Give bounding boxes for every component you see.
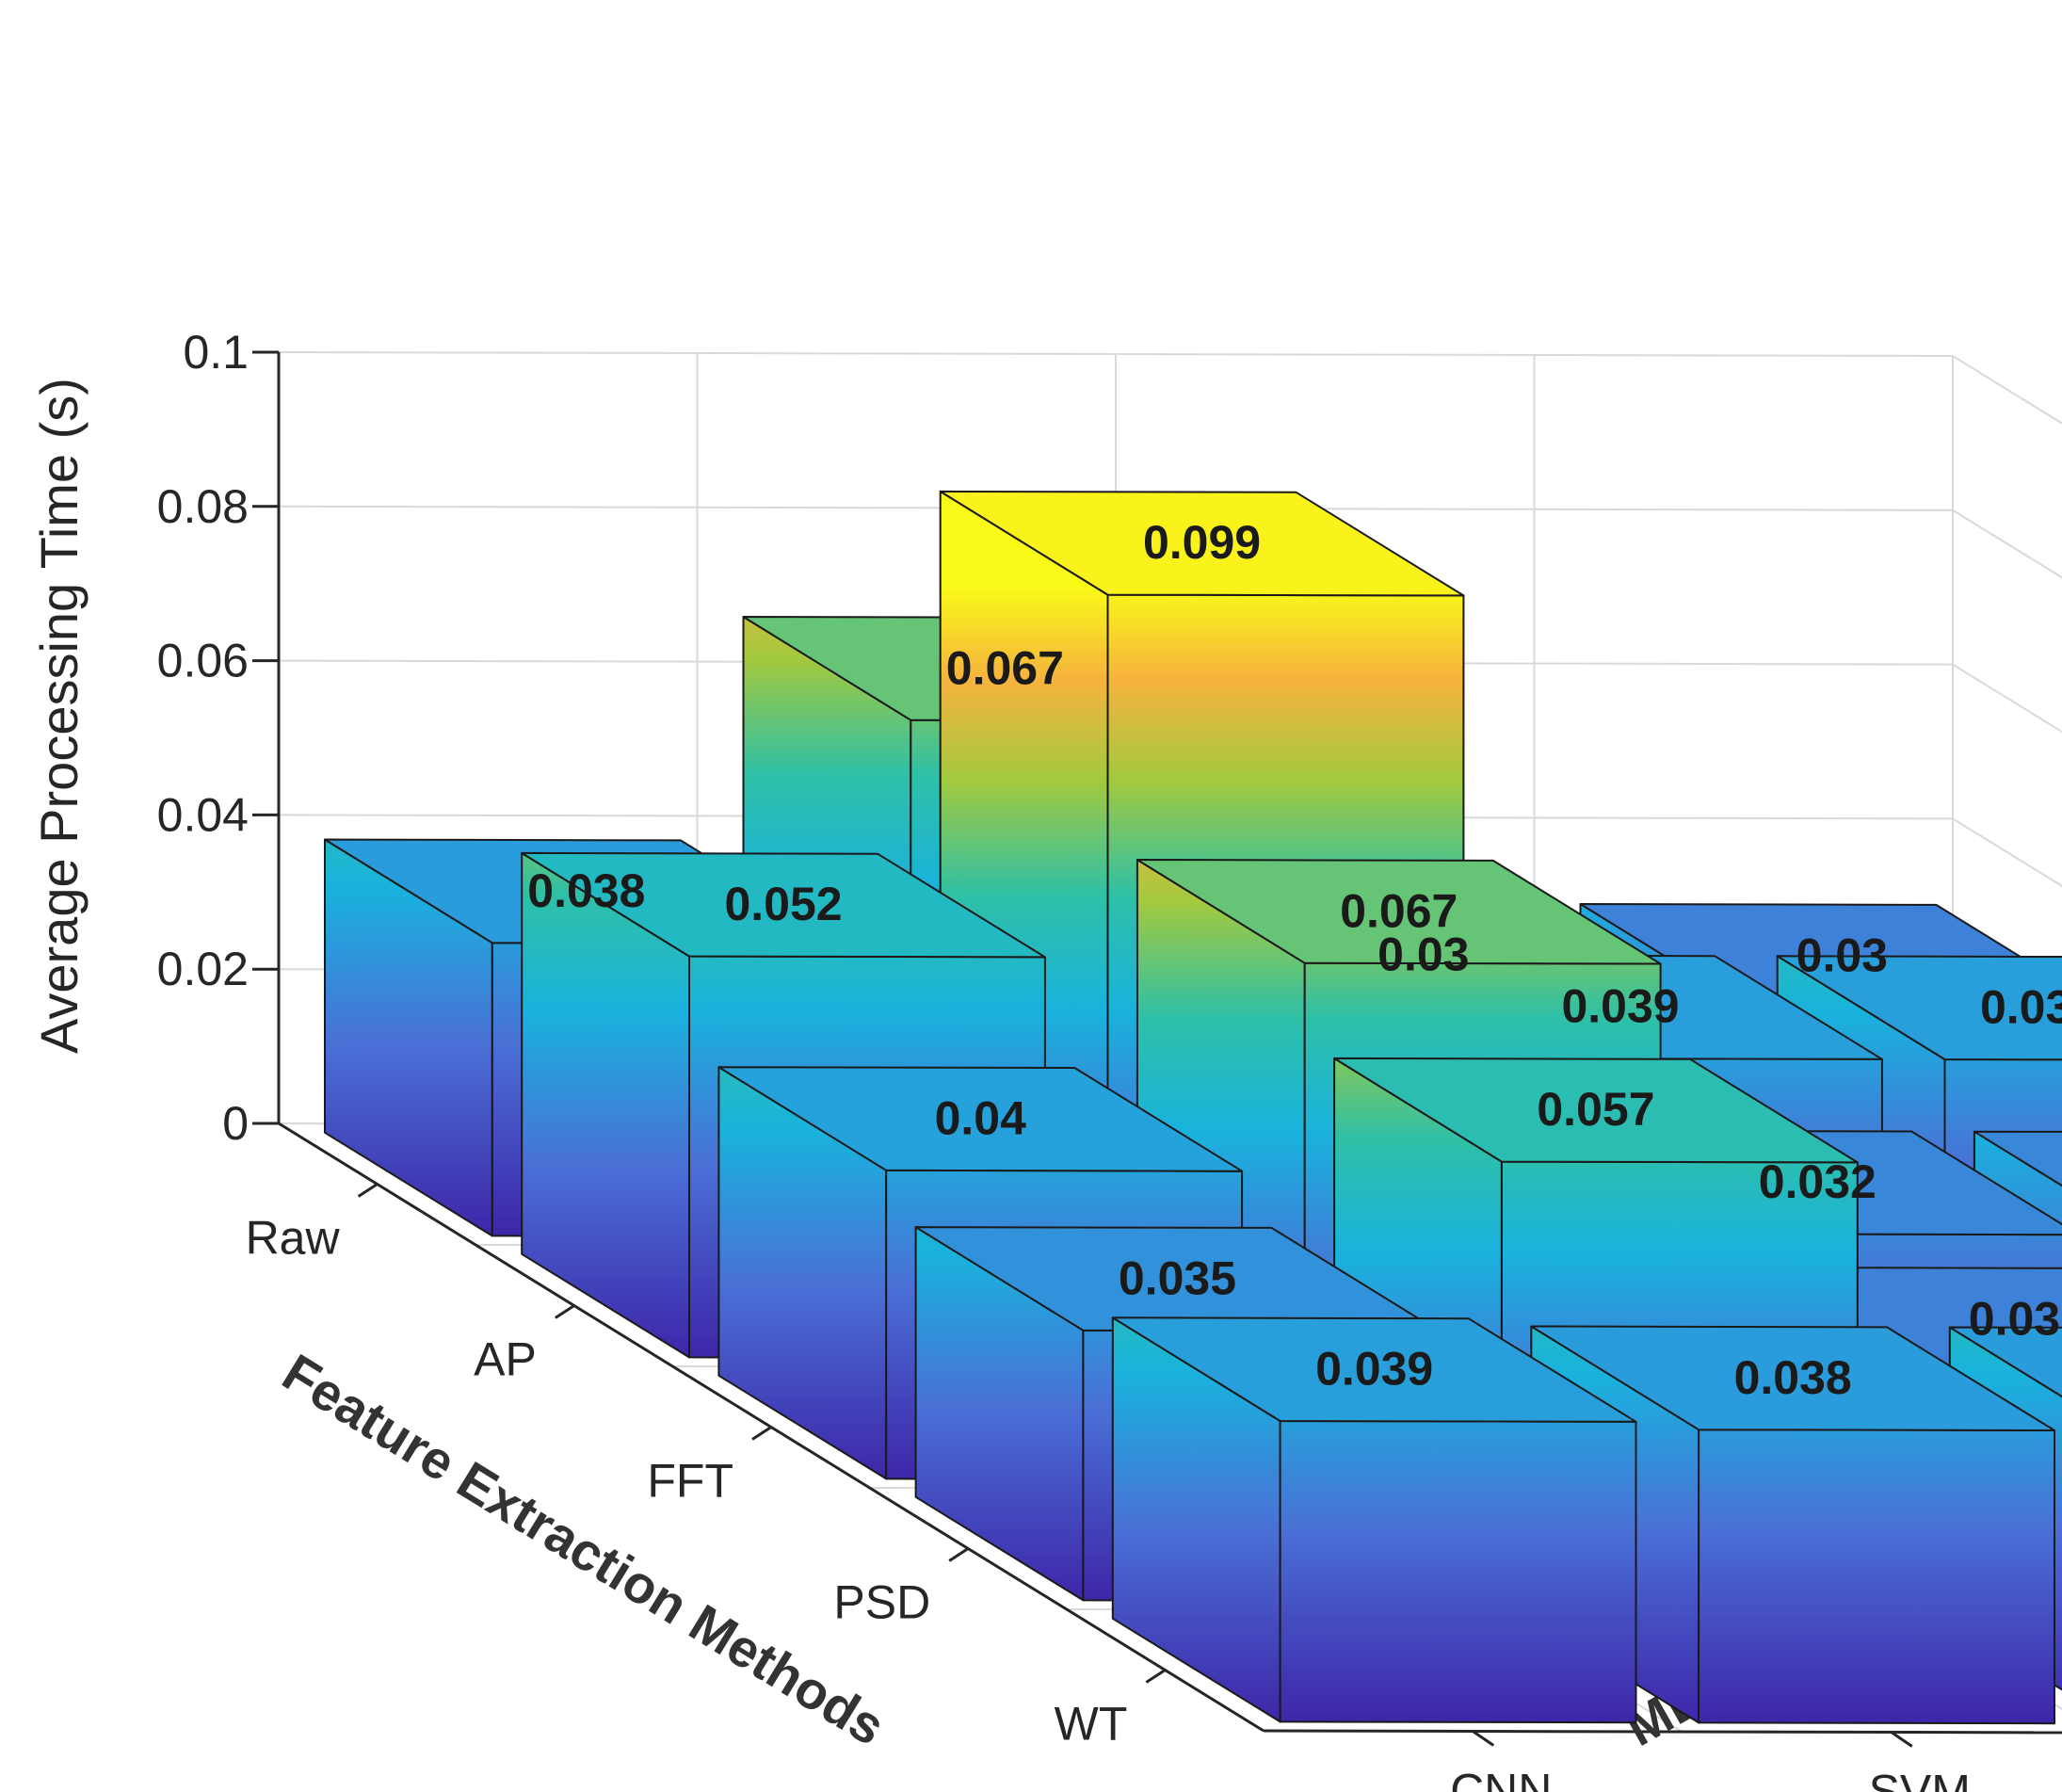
bar-top xyxy=(717,1066,1244,1172)
x-tick-label: PSD xyxy=(833,1576,930,1629)
z-tick-label: 0.02 xyxy=(157,943,249,995)
data-label: 0.039 xyxy=(1980,981,2062,1034)
bar-top xyxy=(1530,1325,2055,1431)
grid-line xyxy=(278,351,2062,425)
data-label: 0.04 xyxy=(935,1091,1027,1144)
x-tick xyxy=(1145,1669,1167,1684)
bar-side-right xyxy=(1698,1429,2055,1725)
z-tick-label: 0 xyxy=(222,1097,249,1150)
bar-top xyxy=(1973,1130,2062,1187)
data-label: 0.039 xyxy=(1561,980,1679,1033)
grid-line xyxy=(278,505,2062,579)
data-label: 0.032 xyxy=(1759,1155,1877,1208)
data-label: 0.03 xyxy=(1377,928,1469,980)
x-tick-label: Raw xyxy=(246,1212,341,1265)
bar-top xyxy=(1136,859,1662,965)
bar-top xyxy=(1948,1326,2062,1398)
x-tick-label: WT xyxy=(1055,1698,1128,1751)
bar-top xyxy=(1111,1316,1637,1423)
bars-layer xyxy=(324,490,2062,1725)
x-tick xyxy=(554,1304,575,1319)
data-label: 0.035 xyxy=(1119,1251,1236,1304)
data-label: 0.038 xyxy=(527,864,645,917)
y-tick xyxy=(1890,1731,1913,1748)
y-tick-label: CNN xyxy=(1450,1765,1552,1792)
data-label: 0.067 xyxy=(946,641,1064,694)
bar-top xyxy=(939,490,1465,597)
x-tick-label: AP xyxy=(474,1333,537,1386)
y-axis-line xyxy=(1263,1729,2062,1735)
data-label: 0.099 xyxy=(1143,516,1261,569)
z-tick-label: 0.04 xyxy=(157,788,249,841)
bar-side-right xyxy=(1279,1420,1637,1724)
bar-top xyxy=(1333,1057,1859,1164)
x-tick xyxy=(751,1426,772,1441)
z-tick-label: 0.06 xyxy=(157,635,249,687)
x-tick xyxy=(948,1547,970,1562)
z-axis-title: Average Processing Time (s) xyxy=(29,378,89,1054)
data-label: 0.052 xyxy=(724,878,842,930)
z-tick-label: 0.1 xyxy=(183,326,249,379)
bar-top xyxy=(521,851,1046,959)
x-tick xyxy=(357,1183,379,1198)
z-tick-label: 0.08 xyxy=(157,480,249,533)
data-label: 0.03 xyxy=(1969,1292,2060,1345)
x-tick-label: FFT xyxy=(647,1455,733,1508)
data-label: 0.039 xyxy=(1315,1343,1433,1396)
data-label: 0.038 xyxy=(1734,1351,1852,1404)
data-label: 0.057 xyxy=(1537,1083,1654,1136)
bar xyxy=(1111,1316,1637,1724)
y-tick-label: SVM xyxy=(1869,1766,1971,1792)
data-label: 0.067 xyxy=(1340,884,1458,937)
labels-layer: 0.030.0390.030.0320.0390.0670.030.0320.0… xyxy=(527,516,2062,1404)
bar-top xyxy=(1776,955,2062,1061)
y-tick xyxy=(1472,1730,1495,1747)
data-label: 0.03 xyxy=(1796,928,1888,981)
